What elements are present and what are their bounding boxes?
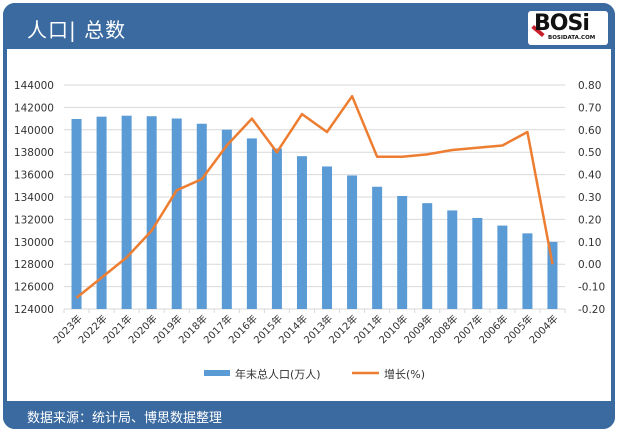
legend-bar-label: 年末总人口(万人): [235, 367, 321, 381]
combo-chart: 144000 142000 140000 138000 136000 134000 1320…: [14, 80, 605, 381]
page-title: 人口| 总数: [27, 18, 127, 42]
y-right-tick-label: 0.70: [578, 102, 601, 114]
bar-population: [522, 233, 533, 309]
line-growth-rate: [75, 94, 554, 299]
bar-population: [121, 115, 132, 309]
bar-population: [146, 116, 157, 309]
y-left-tick-label: 138000: [14, 147, 54, 159]
y-right-tick-label: 0.30: [578, 192, 601, 204]
y-left-tick-label: 126000: [14, 282, 54, 294]
bar-population: [422, 203, 433, 309]
bar-population: [322, 166, 333, 309]
y-right-tick-label: 0.10: [578, 237, 601, 249]
y-left-tick-label: 134000: [14, 192, 54, 204]
bar-population: [472, 217, 483, 309]
bar-population: [71, 118, 82, 309]
y-left-tick-label: 130000: [14, 237, 54, 249]
y-right-tick-label: -0.10: [578, 282, 605, 294]
y-right-tick-label: 0.80: [578, 80, 601, 92]
y-right-tick-label: 0.00: [578, 259, 601, 271]
y-right-tick-label: 0.50: [578, 147, 601, 159]
y-left-tick-label: 132000: [14, 214, 54, 226]
bar-population: [221, 129, 232, 309]
bar-population: [271, 148, 282, 309]
y-left-tick-label: 128000: [14, 259, 54, 271]
chart-body: 144000 142000 140000 138000 136000 134000 1320…: [7, 49, 611, 401]
y-left-tick-label: 124000: [14, 304, 54, 316]
data-source-note: 数据来源：统计局、博思数据整理: [27, 411, 223, 426]
y-right-tick-label: 0.20: [578, 214, 601, 226]
bar-population: [547, 241, 558, 309]
bar-population: [196, 123, 207, 309]
bosi-logo: BOSi BOSIDATA.COM: [528, 11, 608, 45]
bar-population: [372, 186, 383, 309]
y-right-tick-label: 0.40: [578, 170, 601, 182]
header-bar: 人口| 总数 BOSi BOSIDATA.COM: [3, 3, 615, 49]
bar-population: [246, 138, 257, 309]
y-right-tick-label: 0.60: [578, 125, 601, 137]
legend-line-label: 增长(%): [384, 367, 425, 381]
bar-population: [447, 210, 458, 309]
bar-population: [397, 195, 408, 309]
bar-population: [296, 156, 307, 309]
y-left-tick-label: 142000: [14, 102, 54, 114]
y-left-tick-label: 136000: [14, 170, 54, 182]
footer-bar: 数据来源：统计局、博思数据整理: [3, 401, 615, 429]
legend-bar-swatch: [204, 370, 230, 376]
chart-card: 人口| 总数 BOSi BOSIDATA.COM 144000 142000 140…: [3, 3, 615, 429]
y-left-tick-label: 140000: [14, 125, 54, 137]
bar-population: [96, 116, 107, 309]
logo-subtext: BOSIDATA.COM: [548, 35, 596, 41]
bar-population: [497, 225, 508, 309]
bar-population: [347, 175, 358, 309]
bar-population: [171, 118, 182, 309]
logo-text: BOSi: [534, 11, 590, 36]
y-right-tick-label: -0.20: [578, 304, 605, 316]
y-left-tick-label: 144000: [14, 80, 54, 92]
